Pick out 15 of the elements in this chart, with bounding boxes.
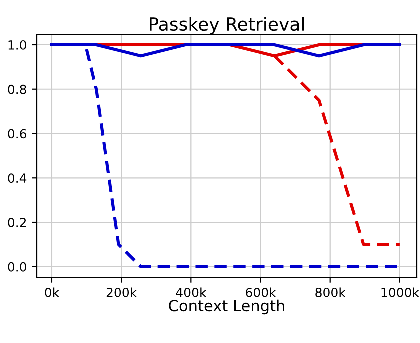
x-tick-label: 600k (246, 288, 276, 298)
y-tick-label: 0.2 (8, 218, 26, 228)
y-tick-label: 0.0 (8, 262, 26, 272)
y-tick-label: 1.0 (8, 40, 26, 50)
x-tick-label: 400k (176, 288, 207, 298)
y-tick-label: 0.8 (8, 84, 26, 94)
line-series (85, 48, 399, 268)
x-tick-label: 200k (106, 288, 138, 298)
x-axis-title: Context Length (169, 300, 284, 315)
x-tick-label: 0k (45, 288, 60, 298)
x-tick-label: 800k (316, 288, 346, 298)
y-tick-label: 0.4 (8, 174, 27, 184)
x-tick-label: 1000k (382, 288, 420, 298)
y-tick-label: 0.6 (8, 129, 26, 139)
chart-title: Passkey Retrieval (150, 17, 304, 35)
